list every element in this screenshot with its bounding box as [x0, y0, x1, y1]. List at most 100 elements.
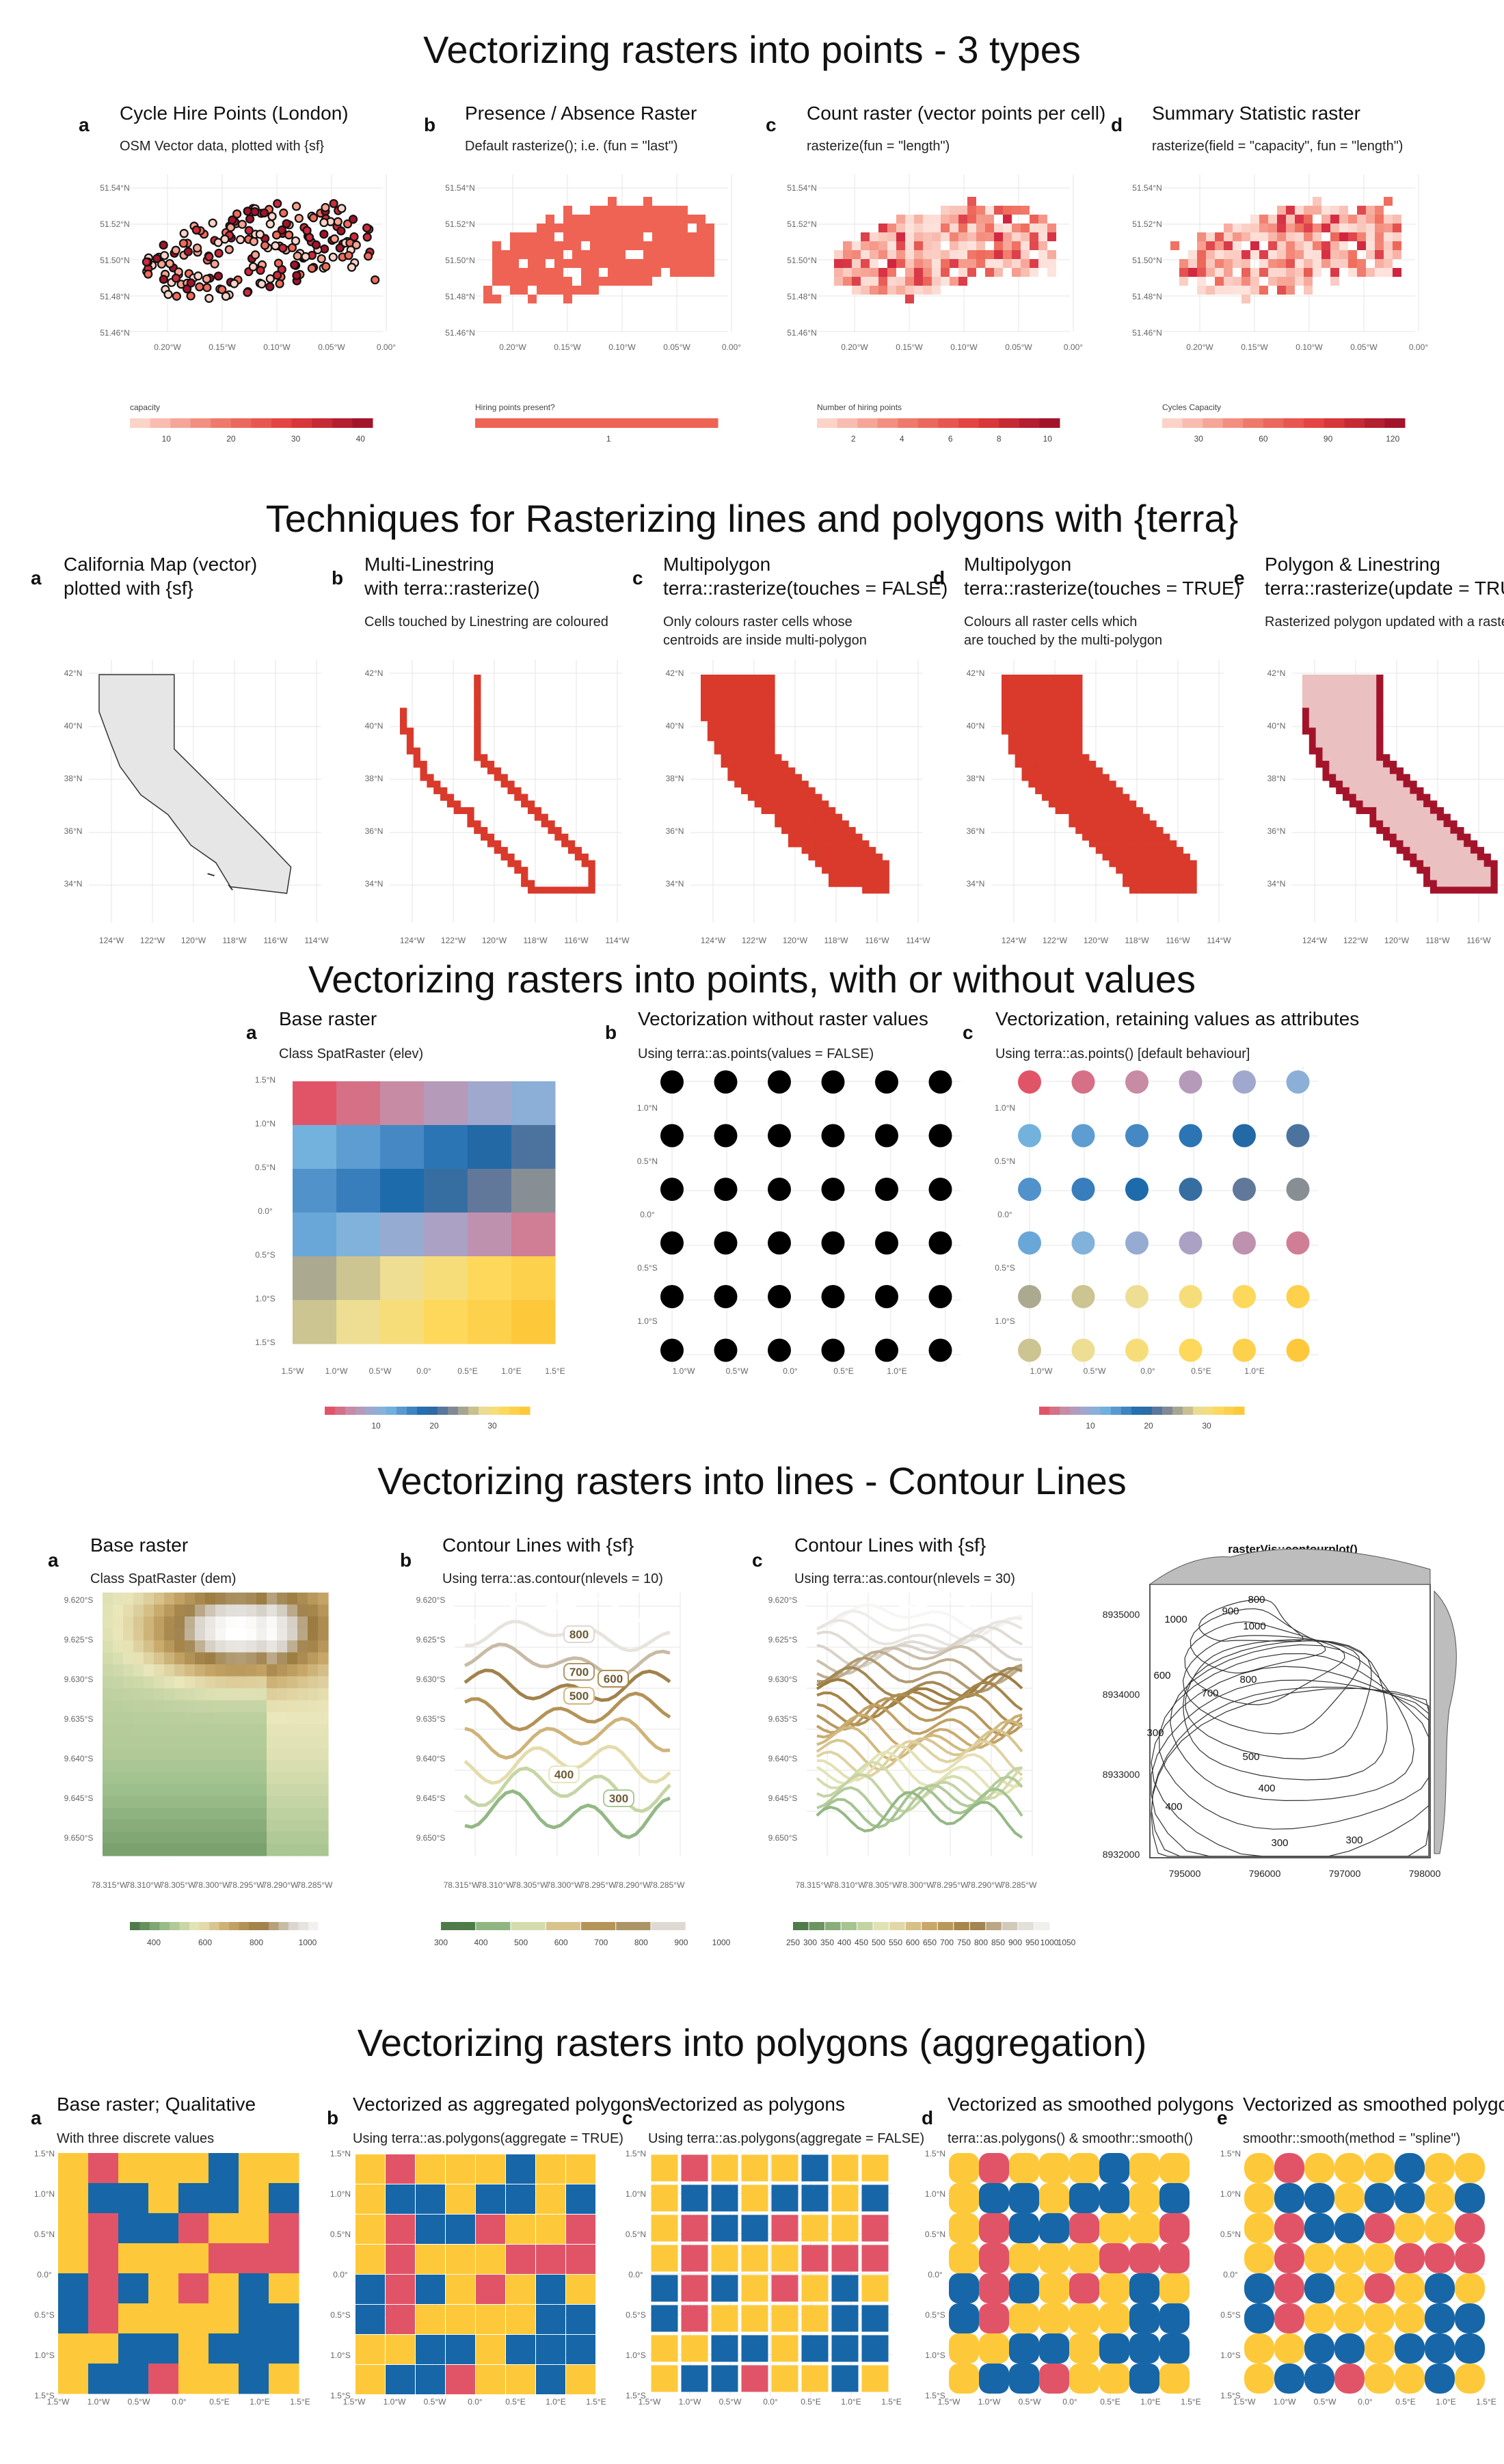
- raster-cell: [1268, 241, 1277, 250]
- raster-cell: [887, 268, 896, 277]
- data-point: [236, 234, 245, 245]
- raster-cell: [727, 720, 735, 728]
- raster-cell: [1008, 747, 1016, 755]
- raster-cell: [1183, 880, 1190, 887]
- data-point: [875, 1285, 898, 1308]
- raster-cell: [174, 1808, 185, 1821]
- raster-cell: [1224, 277, 1233, 286]
- tick-label: 1.0°E: [887, 1366, 907, 1376]
- raster-cell: [815, 794, 822, 801]
- raster-cell: [958, 250, 967, 259]
- raster-cell: [761, 675, 768, 682]
- raster-cell: [581, 277, 590, 286]
- raster-cell: [679, 250, 688, 259]
- legend-swatch: [937, 1922, 954, 1930]
- raster-cell: [215, 1688, 226, 1701]
- raster-cell: [308, 1843, 319, 1856]
- raster-cell: [1429, 827, 1438, 835]
- raster-cell: [734, 688, 742, 695]
- raster-cell: [1357, 215, 1366, 224]
- raster-cell: [113, 1748, 124, 1761]
- raster-cell: [794, 794, 802, 801]
- legend-swatch: [1039, 1407, 1050, 1415]
- data-point: [1018, 1070, 1041, 1094]
- raster-cell: [1349, 747, 1357, 755]
- smoothed-polygon: [979, 2364, 1009, 2394]
- raster-cell: [1357, 232, 1366, 241]
- raster-cell: [701, 707, 708, 715]
- raster-cell: [1389, 833, 1397, 841]
- panel-subtitle: Using terra::as.contour(nlevels = 30): [794, 1571, 1015, 1586]
- raster-cell: [1075, 714, 1083, 722]
- raster-cell: [205, 1652, 216, 1665]
- raster-cell: [822, 800, 829, 808]
- raster-cell: [174, 1819, 185, 1832]
- raster-cell: [554, 286, 563, 295]
- raster-cell: [855, 860, 863, 867]
- raster-cell: [967, 215, 976, 224]
- raster-cell: [741, 675, 749, 682]
- raster-cell: [1308, 707, 1317, 715]
- tick-label: 118°W: [824, 936, 848, 945]
- panel-title: Vectorized as polygons: [648, 2094, 845, 2115]
- smoothed-polygon: [1334, 2364, 1365, 2394]
- tick-label: 0.15°W: [209, 342, 236, 352]
- raster-cell: [1129, 880, 1137, 887]
- raster-cell: [1069, 807, 1076, 815]
- raster-cell: [1123, 800, 1130, 808]
- tick-label: 0.0°: [1062, 2397, 1077, 2407]
- raster-cell: [1329, 774, 1337, 781]
- contour-label: 600: [597, 1670, 629, 1688]
- raster-cell: [643, 241, 652, 250]
- raster-cell: [835, 847, 843, 854]
- raster-cell: [1021, 241, 1030, 250]
- raster-cell: [1042, 675, 1049, 682]
- tick-label: 1.5°S: [34, 2391, 54, 2400]
- legend-swatch: [1019, 418, 1040, 428]
- raster-cell: [741, 694, 749, 702]
- legend-swatch: [355, 1407, 366, 1415]
- raster-cell: [1095, 813, 1103, 821]
- raster-cell: [474, 675, 481, 682]
- raster-cell: [154, 1760, 165, 1773]
- raster-cell: [185, 1784, 196, 1797]
- legend-swatch: [986, 1922, 1002, 1930]
- raster-cell: [174, 1796, 185, 1809]
- raster-cell: [440, 787, 448, 794]
- data-point: [371, 275, 380, 285]
- legend-swatch: [489, 1407, 500, 1415]
- raster-cell: [835, 880, 843, 887]
- raster-cell: [277, 1736, 288, 1749]
- raster-cell: [154, 1628, 165, 1641]
- raster-cell: [1429, 880, 1438, 887]
- panel-subtitle: Class SpatRaster (elev): [279, 1046, 423, 1061]
- polygon-cell: [681, 2305, 708, 2332]
- raster-cell: [761, 747, 768, 755]
- raster-cell: [277, 1819, 288, 1832]
- raster-cell: [1362, 767, 1370, 774]
- data-point: [928, 1070, 952, 1094]
- panel-subtitle: Default rasterize(); i.e. (fun = "last"): [465, 139, 678, 154]
- raster-cell: [1082, 827, 1090, 835]
- raster-cell: [1443, 847, 1451, 854]
- raster-cell: [113, 1640, 124, 1653]
- raster-cell: [1396, 840, 1404, 848]
- raster-cell: [617, 268, 626, 277]
- tick-label: 8932000: [1103, 1849, 1140, 1860]
- tick-label: 0.5°W: [1314, 2397, 1337, 2407]
- raster-cell: [154, 1819, 165, 1832]
- raster-cell: [626, 215, 634, 224]
- raster-cell: [896, 250, 905, 259]
- raster-cell: [652, 250, 661, 259]
- polygon-cell: [506, 2335, 535, 2364]
- s3-plot-area: 1.5°N1.0°N0.5°N0.0°0.5°S1.0°S1.5°S1.5°W 1…: [255, 1066, 1318, 1431]
- smoothed-polygon: [1274, 2153, 1304, 2183]
- raster-cell: [123, 1843, 134, 1856]
- raster-cell: [1042, 688, 1049, 695]
- raster-cell: [133, 1593, 144, 1606]
- raster-cell: [481, 833, 488, 841]
- s3-panel-a: a Base raster Class SpatRaster (elev): [246, 1008, 423, 1061]
- raster-cell: [118, 2303, 149, 2334]
- raster-cell: [1443, 873, 1451, 881]
- raster-cell: [1369, 688, 1377, 695]
